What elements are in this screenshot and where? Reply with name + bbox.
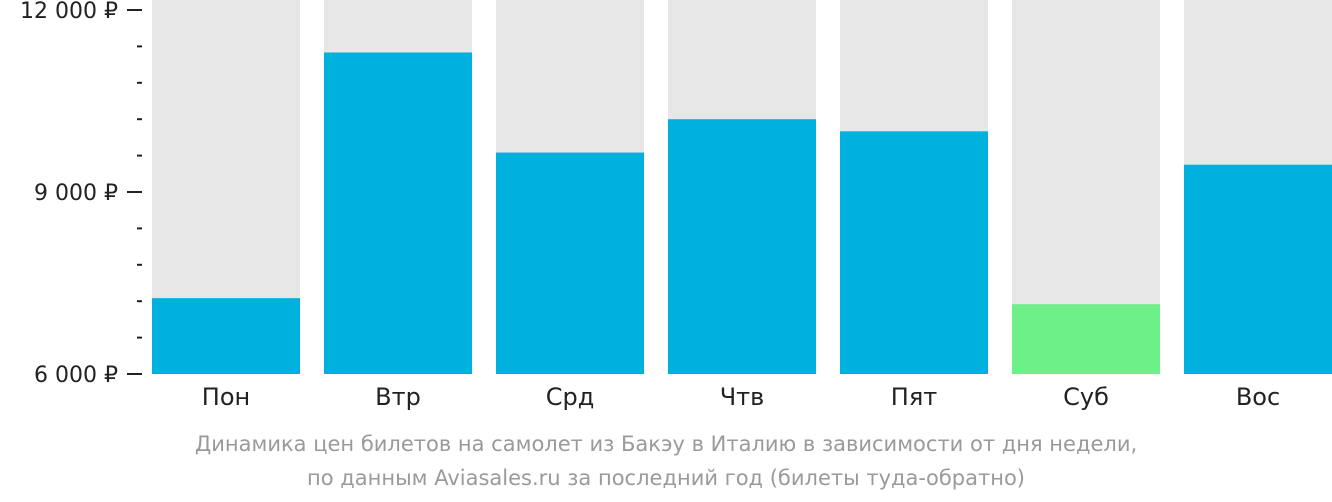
bar-6 — [1012, 304, 1160, 374]
x-category-label: Чтв — [720, 383, 765, 411]
chart-caption: Динамика цен билетов на самолет из Бакэу… — [0, 427, 1332, 495]
caption-line-1: Динамика цен билетов на самолет из Бакэу… — [194, 432, 1138, 456]
y-tick-label: 6 000 ₽ — [34, 363, 118, 388]
bar-4 — [668, 119, 816, 374]
y-tick-label: 9 000 ₽ — [34, 181, 118, 206]
price-by-weekday-chart: 12 000 ₽ 9 000 ₽ 6 000 ₽ Пон Втр Срд Чтв Пят Суб… — [20, 0, 1332, 411]
x-category-label: Суб — [1063, 383, 1109, 411]
x-category-label: Втр — [375, 383, 421, 411]
bar-3 — [496, 152, 644, 374]
caption-line-2: по данным Aviasales.ru за последний год … — [307, 466, 1025, 490]
bar-7 — [1184, 164, 1332, 374]
x-category-label: Срд — [546, 383, 595, 411]
bar-1 — [152, 298, 300, 374]
y-tick-label: 12 000 ₽ — [20, 0, 118, 24]
x-category-label: Пон — [202, 383, 250, 411]
bar-2 — [324, 52, 472, 374]
bar-5 — [840, 131, 988, 374]
x-category-label: Вос — [1236, 383, 1280, 411]
x-category-label: Пят — [891, 383, 937, 411]
